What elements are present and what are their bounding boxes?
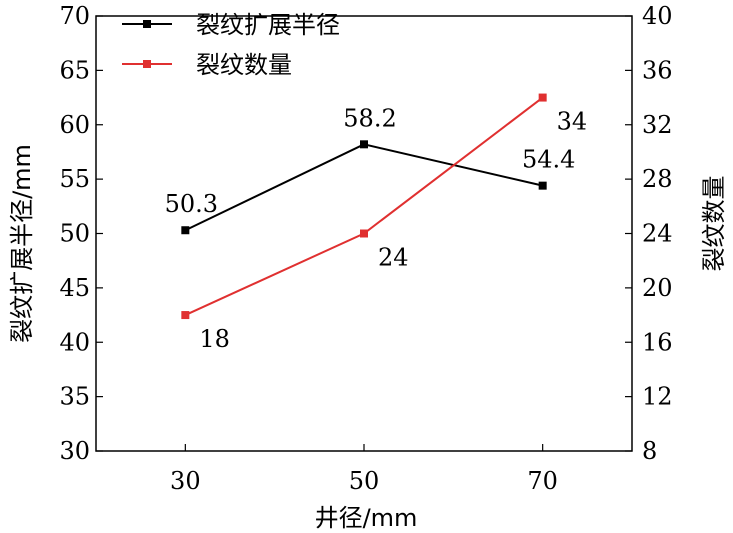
series-2-point: [360, 229, 368, 238]
left-tick-label: 65: [59, 56, 90, 84]
x-tick-label: 30: [170, 467, 201, 495]
series-2-data-label: 34: [557, 108, 588, 136]
series-2-point: [181, 311, 190, 320]
left-tick-label: 70: [59, 2, 90, 30]
series-1-point: [181, 226, 190, 235]
right-axis-title: 裂纹数量: [700, 176, 728, 272]
legend-marker-2: [143, 60, 151, 68]
series-1-point: [360, 140, 368, 149]
series-line-1: [184, 143, 543, 232]
x-tick-label: 70: [527, 467, 558, 495]
series-2-data-label: 18: [199, 325, 230, 353]
series-1-data-label: 50.3: [165, 190, 218, 218]
right-tick-label: 40: [642, 2, 673, 30]
series-1-point: [538, 181, 547, 190]
series-2-data-label: 24: [378, 244, 409, 272]
right-tick-label: 24: [642, 220, 673, 248]
left-tick-label: 60: [59, 111, 90, 139]
left-tick-label: 35: [59, 383, 90, 411]
right-tick-label: 12: [642, 383, 673, 411]
legend-label-2: 裂纹数量: [196, 51, 292, 79]
right-tick-label: 28: [642, 165, 673, 193]
left-tick-label: 30: [59, 437, 90, 465]
series-1-data-label: 58.2: [343, 104, 396, 132]
left-tick-label: 40: [59, 328, 90, 356]
right-tick-label: 36: [642, 56, 673, 84]
legend-marker-1: [143, 20, 151, 28]
x-axis-title: 井径/mm: [315, 504, 418, 532]
left-tick-label: 45: [59, 274, 90, 302]
left-tick-label: 50: [59, 220, 90, 248]
x-tick-label: 50: [349, 467, 380, 495]
left-axis-title: 裂纹扩展半径/mm: [8, 144, 36, 343]
right-tick-label: 20: [642, 274, 673, 302]
right-tick-label: 32: [642, 111, 673, 139]
right-tick-label: 8: [642, 437, 657, 465]
right-tick-label: 16: [642, 328, 673, 356]
series-2-point: [538, 93, 547, 102]
left-tick-label: 55: [59, 165, 90, 193]
legend-label-1: 裂纹扩展半径: [196, 11, 340, 39]
series-1-data-label: 54.4: [522, 146, 575, 174]
